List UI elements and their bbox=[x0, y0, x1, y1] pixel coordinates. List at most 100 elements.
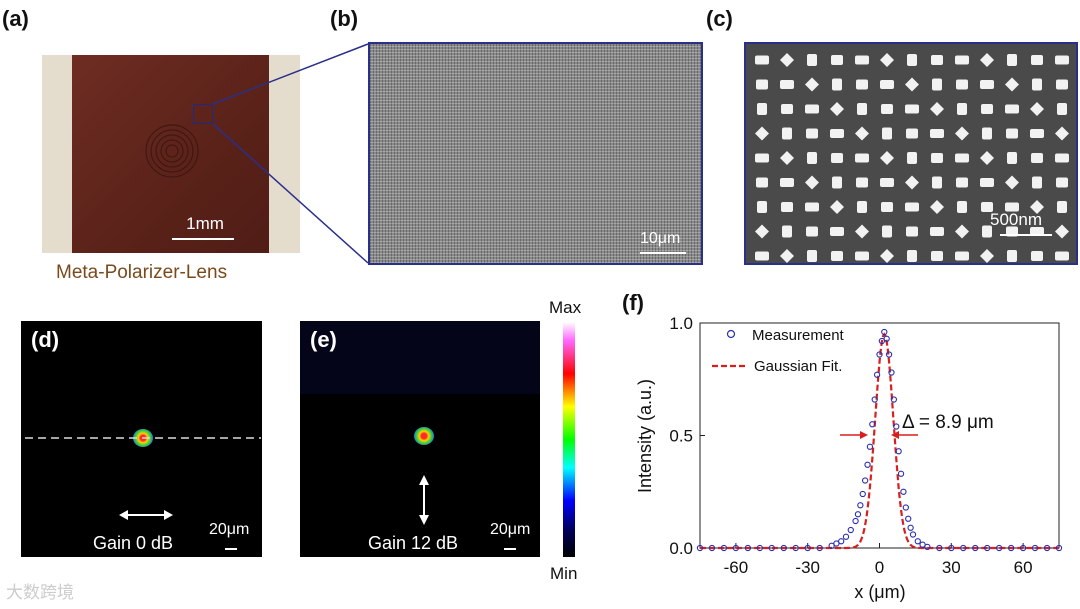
nanopillar bbox=[955, 251, 969, 261]
nanopillar bbox=[755, 55, 769, 65]
measurement-point bbox=[1007, 544, 1015, 552]
zoom-connector-lines bbox=[212, 43, 369, 264]
nanopillar bbox=[832, 176, 842, 189]
nanopillar bbox=[905, 202, 919, 212]
legend-measurement-label: Measurement bbox=[752, 327, 845, 344]
nanopillar bbox=[780, 53, 794, 67]
measurement-point bbox=[883, 335, 890, 342]
measurement-point bbox=[838, 538, 845, 545]
panel-a-label: (a) bbox=[2, 6, 29, 31]
measurement-point bbox=[842, 533, 850, 540]
nanopillar bbox=[980, 53, 994, 67]
nanopillar bbox=[905, 104, 919, 114]
nanopillar bbox=[907, 54, 917, 66]
nanopillar bbox=[930, 227, 944, 236]
nanopillar bbox=[1005, 175, 1019, 190]
nanopillar bbox=[756, 177, 768, 188]
focal-spot-image-e: (e) Gain 12 dB 20μm bbox=[300, 321, 540, 557]
legend-measurement-marker bbox=[726, 329, 736, 339]
nanopillar bbox=[931, 251, 943, 261]
nanopillar bbox=[780, 178, 794, 187]
nanopillar bbox=[957, 103, 967, 115]
nanopillar bbox=[1057, 201, 1067, 213]
fwhm-arrowhead-right bbox=[891, 431, 899, 439]
nanopillar bbox=[955, 55, 969, 65]
nanopillar bbox=[1030, 200, 1044, 214]
watermark-text: 大数跨境 bbox=[6, 583, 74, 602]
nanopillar bbox=[755, 251, 769, 261]
measurement-point bbox=[905, 515, 912, 522]
nanopillar bbox=[931, 55, 943, 65]
nanopillar bbox=[1007, 152, 1017, 164]
nanopillar bbox=[907, 152, 917, 164]
measurement-point bbox=[996, 544, 1003, 552]
x-axis-label: x (μm) bbox=[854, 582, 905, 602]
measurement-point bbox=[696, 544, 704, 552]
measurement-point bbox=[861, 477, 869, 484]
nanopillar bbox=[755, 126, 769, 141]
nanopillar bbox=[980, 151, 994, 165]
colorbar-min-label: Min bbox=[550, 564, 578, 583]
nanopillar bbox=[1005, 202, 1019, 212]
nanopillar bbox=[856, 79, 868, 90]
nanopillar bbox=[1031, 55, 1043, 65]
nanopillar bbox=[880, 80, 894, 89]
nanopillar bbox=[981, 202, 993, 212]
nanopillar-array bbox=[755, 53, 1069, 263]
panel-d-label: (d) bbox=[31, 327, 60, 352]
nanopillar bbox=[805, 175, 819, 190]
nanopillar bbox=[830, 102, 844, 116]
nanopillar bbox=[1030, 102, 1044, 116]
nanopillar bbox=[1005, 104, 1019, 114]
panel-b-label: (b) bbox=[330, 6, 359, 31]
measurement-point bbox=[948, 544, 955, 552]
polarization-arrow-e bbox=[419, 475, 516, 550]
nanopillar bbox=[806, 226, 818, 237]
y-tick-label: 1.0 bbox=[669, 314, 693, 333]
intensity-colorbar bbox=[563, 322, 575, 557]
nanopillar bbox=[957, 201, 967, 213]
measurement-point bbox=[864, 461, 871, 468]
measurement-point bbox=[984, 544, 991, 552]
photo-scale-bar bbox=[172, 238, 234, 240]
measurement-point bbox=[871, 396, 878, 403]
measurement-point bbox=[914, 538, 921, 545]
nanopillar bbox=[1031, 251, 1043, 261]
nanopillar bbox=[831, 153, 843, 163]
nanopillar bbox=[955, 224, 969, 239]
nanopillar bbox=[782, 225, 792, 238]
nanopillar bbox=[932, 176, 942, 189]
nanopillar bbox=[956, 79, 968, 90]
nanopillar bbox=[1032, 176, 1042, 189]
measurement-point bbox=[869, 421, 876, 428]
nanopillar bbox=[881, 202, 893, 212]
panel-f-label: (f) bbox=[622, 290, 644, 315]
nanopillar bbox=[1005, 77, 1019, 92]
measurement-point bbox=[936, 544, 943, 552]
nanopillar bbox=[807, 250, 817, 262]
nanopillar bbox=[982, 225, 992, 238]
nanopillar bbox=[857, 201, 867, 213]
scale-label-e: 20μm bbox=[490, 521, 531, 538]
y-tick-label: 0.5 bbox=[669, 427, 693, 446]
nanopillar bbox=[855, 153, 869, 163]
measurement-point bbox=[847, 526, 854, 534]
nanopillar bbox=[955, 153, 969, 163]
nanopillar bbox=[982, 127, 992, 140]
nanopillar bbox=[1055, 224, 1069, 239]
nanopillar bbox=[931, 153, 943, 163]
nanopillar bbox=[807, 54, 817, 66]
nanopillar bbox=[1006, 128, 1018, 139]
measurement-point bbox=[890, 396, 898, 403]
measurement-point bbox=[897, 470, 905, 477]
nanopillar bbox=[807, 152, 817, 164]
nanopillar bbox=[880, 249, 894, 263]
nanopillar bbox=[1030, 129, 1044, 138]
nanopillar bbox=[981, 104, 993, 114]
nanopillar bbox=[806, 128, 818, 139]
gain-label-e: Gain 12 dB bbox=[368, 533, 459, 553]
sem-nanostructure-scale-bar bbox=[1000, 234, 1052, 236]
nanopillar bbox=[830, 200, 844, 214]
sem-overview-image bbox=[368, 42, 703, 265]
measurement-point bbox=[756, 544, 763, 552]
